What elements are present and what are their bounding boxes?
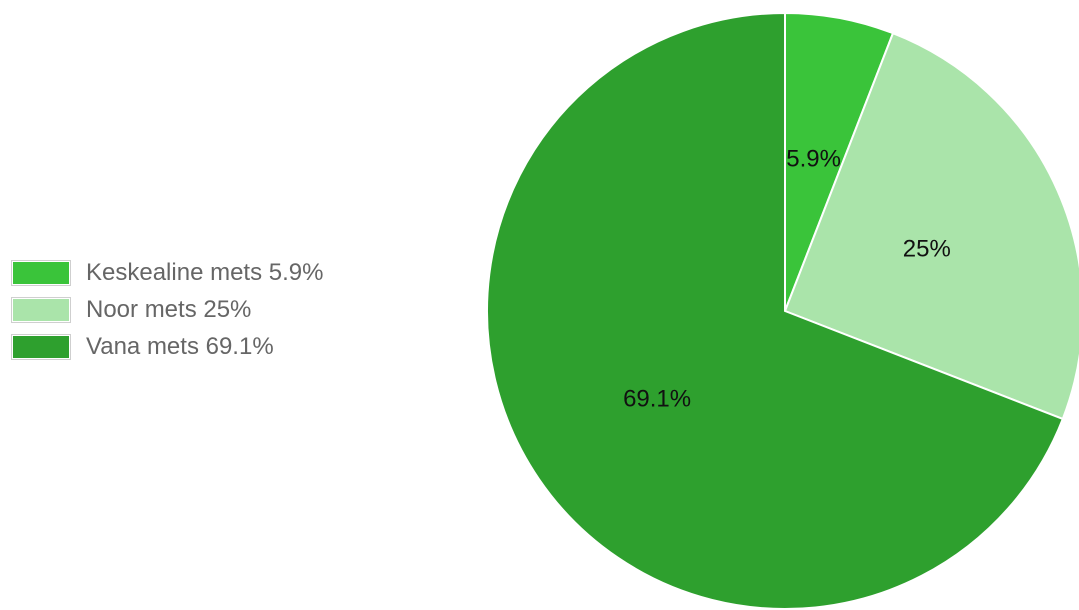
- legend-item-noor[interactable]: Noor mets 25%: [11, 291, 323, 328]
- slice-label-keskealine: 5.9%: [786, 146, 841, 173]
- legend-swatch-keskealine: [11, 259, 71, 286]
- pie-slice-labels: 5.9% 25% 69.1%: [623, 146, 951, 413]
- slice-label-vana: 69.1%: [623, 386, 691, 413]
- pie-slice-vana[interactable]: [486, 11, 1065, 610]
- legend-label-keskealine: Keskealine mets 5.9%: [86, 258, 324, 286]
- legend-label-noor: Noor mets 25%: [86, 295, 252, 323]
- legend-item-keskealine[interactable]: Keskealine mets 5.9%: [11, 254, 324, 291]
- legend: Keskealine mets 5.9% Noor mets 25% Vana …: [11, 254, 324, 365]
- slice-label-noor: 25%: [903, 236, 951, 263]
- legend-swatch-vana: [11, 333, 71, 360]
- legend-label-vana: Vana mets 69.1%: [86, 332, 274, 360]
- pie-slices: [486, 11, 1079, 610]
- legend-swatch-noor: [11, 296, 71, 323]
- legend-item-vana[interactable]: Vana mets 69.1%: [11, 328, 323, 365]
